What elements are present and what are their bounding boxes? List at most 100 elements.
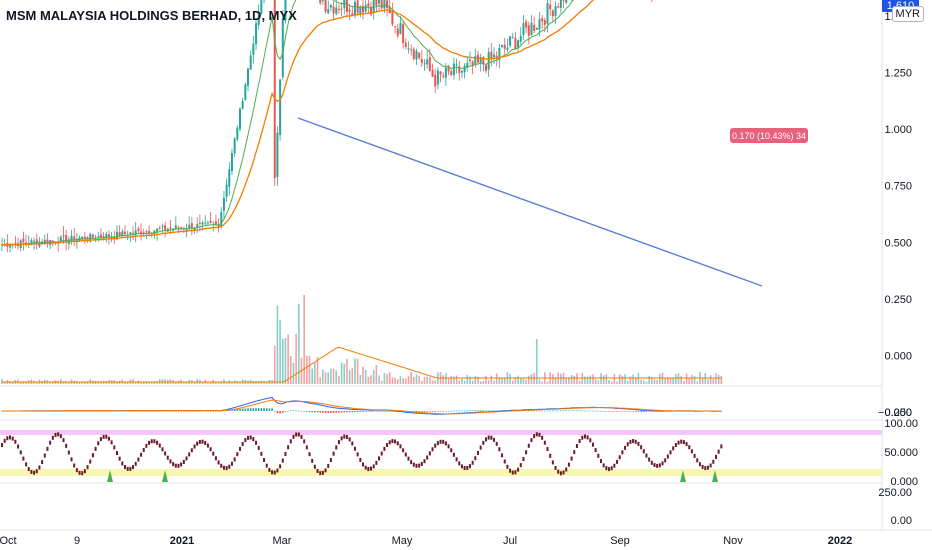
macd-histogram-bar — [287, 410, 289, 412]
stoch-point — [455, 457, 458, 462]
macd-histogram-bar — [145, 410, 148, 412]
volume-bar — [225, 381, 228, 384]
macd-histogram-bar — [132, 410, 134, 412]
candle-body — [193, 227, 196, 232]
macd-histogram-bar — [469, 410, 471, 411]
candle-body — [428, 57, 431, 71]
candle-body — [404, 42, 407, 47]
signal-marker — [712, 470, 718, 482]
volume-bar — [621, 375, 624, 384]
candle-body — [174, 225, 177, 230]
macd-histogram-bar — [538, 410, 541, 412]
stoch-point — [720, 444, 723, 449]
macd-histogram-bar — [265, 408, 268, 411]
macd-histogram-bar — [495, 410, 498, 412]
stoch-point — [589, 438, 592, 443]
candle-body — [551, 10, 554, 17]
stoch-point — [46, 446, 49, 451]
stoch-point — [273, 470, 276, 475]
currency-badge[interactable]: MYR — [891, 6, 924, 22]
volume-bar — [642, 380, 645, 384]
volume-bar — [565, 378, 568, 384]
stoch-point — [375, 460, 378, 465]
stoch-point — [287, 445, 290, 450]
volume-bar — [447, 378, 450, 384]
stoch-point — [431, 447, 434, 452]
stoch-point — [279, 464, 282, 469]
stoch-point — [616, 459, 619, 464]
volume-bar — [134, 381, 137, 384]
stoch-point — [661, 461, 664, 466]
ema-slow-line — [2, 0, 595, 246]
candle-body — [214, 221, 217, 225]
volume-bar — [57, 381, 59, 384]
stoch-point — [132, 465, 135, 470]
macd-histogram-bar — [434, 411, 436, 412]
stoch-point — [244, 438, 247, 443]
macd-histogram-bar — [600, 410, 602, 412]
macd-histogram-bar — [148, 411, 150, 412]
candle-body — [487, 51, 490, 70]
candle-body — [212, 223, 215, 225]
macd-histogram-bar — [493, 410, 495, 412]
candle-body — [359, 6, 362, 15]
candle-body — [169, 227, 172, 229]
time-axis[interactable]: Oct 9 2021 Mar May Jul Sep Nov 2022 — [0, 529, 932, 547]
stoch-point — [321, 470, 324, 475]
stoch-point — [241, 441, 244, 446]
stoch-point — [554, 465, 557, 470]
macd-histogram-bar — [271, 408, 273, 411]
stoch-point — [503, 459, 506, 464]
candle-body — [351, 12, 354, 15]
macd-histogram-bar — [351, 411, 354, 413]
volume-bar — [688, 378, 691, 384]
stoch-point — [263, 458, 266, 463]
stoch-point — [541, 435, 544, 440]
macd-histogram-bar — [586, 410, 589, 412]
macd-histogram-bar — [298, 410, 300, 412]
stoch-point — [65, 443, 68, 448]
volume-bar — [431, 380, 434, 384]
candle-body — [180, 227, 183, 229]
volume-bar — [145, 381, 148, 384]
stoch-point — [704, 466, 707, 471]
volume-bar — [265, 381, 268, 384]
candle-body — [137, 228, 140, 231]
volume-bar — [150, 381, 153, 384]
price-axis[interactable]: 32.7502.5002.2502.0001.7501.5001.2501.00… — [878, 0, 918, 527]
macd-histogram-bar — [621, 411, 624, 412]
macd-histogram-bar — [648, 411, 650, 412]
macd-histogram-bar — [536, 410, 538, 412]
volume-bar — [613, 373, 616, 384]
volume-bar — [276, 305, 279, 384]
stoch-point — [220, 463, 223, 468]
candle-body — [509, 36, 512, 46]
candle-body — [455, 64, 458, 66]
stoch-point — [67, 450, 70, 455]
stoch-point — [54, 432, 57, 437]
candle-body — [276, 132, 279, 177]
volume-bar — [348, 370, 351, 384]
candle-body — [530, 22, 533, 36]
candle-body — [281, 18, 284, 78]
candle-body — [132, 232, 135, 234]
stoch-point — [142, 447, 145, 452]
trendline[interactable] — [297, 117, 763, 287]
volume-bar — [362, 366, 364, 384]
macd-histogram-bar — [306, 411, 308, 412]
stoch-point — [156, 440, 159, 445]
macd-histogram-bar — [300, 411, 303, 412]
stoch-point — [126, 466, 129, 471]
stoch-point — [27, 467, 30, 472]
stoch-point — [658, 463, 661, 468]
candle-body — [279, 79, 282, 136]
stoch-tick-label: 50.000 — [884, 447, 918, 459]
stoch-point — [527, 443, 530, 448]
stoch-point — [482, 440, 485, 445]
stoch-point — [701, 464, 704, 469]
macd-histogram-bar — [260, 408, 263, 411]
stoch-point — [495, 441, 498, 446]
macd-histogram-bar — [102, 411, 105, 412]
measure-label-bg — [730, 128, 808, 143]
